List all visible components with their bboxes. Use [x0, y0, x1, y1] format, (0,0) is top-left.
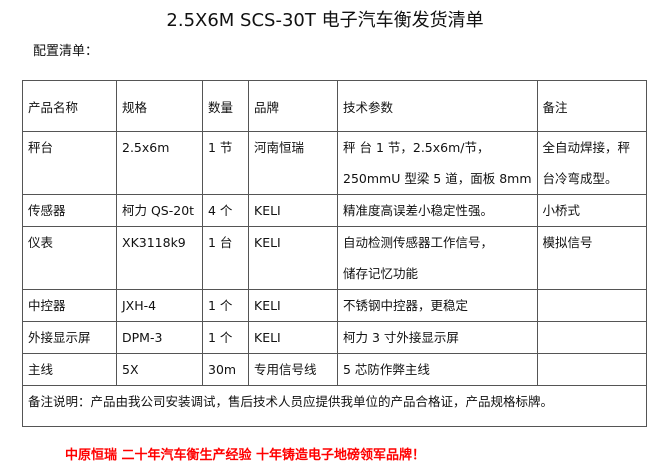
shipping-list-table: 产品名称 规格 数量 品牌 技术参数 备注 秤台 2.5x6m 1 节 河南恒瑞… — [22, 80, 647, 427]
cell: 中控器 — [22, 289, 117, 322]
table-row: 秤台 2.5x6m 1 节 河南恒瑞 秤 台 1 节，2.5x6m/节， 250m… — [22, 131, 647, 195]
cell: 4 个 — [202, 194, 249, 227]
cell: 不锈钢中控器，更稳定 — [337, 289, 538, 322]
cell: 柯力 QS-20t — [116, 194, 203, 227]
cell: KELI — [248, 321, 338, 354]
cell: 小桥式 — [536, 194, 647, 227]
cell: 外接显示屏 — [22, 321, 117, 354]
cell: 专用信号线 — [248, 353, 338, 386]
cell: 秤台 — [22, 131, 117, 195]
header-cell: 数量 — [202, 80, 249, 132]
cell: JXH-4 — [116, 289, 203, 322]
header-cell: 规格 — [116, 80, 203, 132]
cell: 2.5x6m — [116, 131, 203, 195]
cell: 模拟信号 — [536, 226, 647, 290]
cell: 1 节 — [202, 131, 249, 195]
note-cell: 备注说明：产品由我公司安装调试，售后技术人员应提供我单位的产品合格证，产品规格标… — [22, 385, 647, 427]
cell — [536, 289, 647, 322]
config-list-label: 配置清单： — [33, 44, 99, 59]
cell: 河南恒瑞 — [248, 131, 338, 195]
cell: 5 芯防作弊主线 — [337, 353, 538, 386]
cell: 秤 台 1 节，2.5x6m/节， 250mmU 型梁 5 道，面板 8mm — [337, 131, 538, 195]
table-row: 仪表 XK3118k9 1 台 KELI 自动检测传感器工作信号， 储存记忆功能 … — [22, 226, 647, 290]
note-row: 备注说明：产品由我公司安装调试，售后技术人员应提供我单位的产品合格证，产品规格标… — [22, 385, 647, 427]
cell: KELI — [248, 194, 338, 227]
slogan-footer: 中原恒瑞 二十年汽车衡生产经验 十年铸造电子地磅领军品牌！ — [64, 448, 426, 463]
cell — [536, 321, 647, 354]
table-row: 传感器 柯力 QS-20t 4 个 KELI 精准度高误差小稳定性强。 小桥式 — [22, 194, 647, 227]
cell: DPM-3 — [116, 321, 203, 354]
cell: KELI — [248, 289, 338, 322]
table-row: 外接显示屏 DPM-3 1 个 KELI 柯力 3 寸外接显示屏 — [22, 321, 647, 354]
cell: 柯力 3 寸外接显示屏 — [337, 321, 538, 354]
cell: 传感器 — [22, 194, 117, 227]
cell: 自动检测传感器工作信号， 储存记忆功能 — [337, 226, 538, 290]
cell: 精准度高误差小稳定性强。 — [337, 194, 538, 227]
header-cell: 品牌 — [248, 80, 338, 132]
header-cell: 产品名称 — [22, 80, 117, 132]
cell: 1 台 — [202, 226, 249, 290]
cell: 主线 — [22, 353, 117, 386]
cell: 5X — [116, 353, 203, 386]
cell: XK3118k9 — [116, 226, 203, 290]
cell: 1 个 — [202, 321, 249, 354]
cell — [536, 353, 647, 386]
cell: 1 个 — [202, 289, 249, 322]
document-title: 2.5X6M SCS-30T 电子汽车衡发货清单 — [166, 10, 484, 31]
header-cell: 备注 — [536, 80, 647, 132]
cell: 30m — [202, 353, 249, 386]
table-row: 中控器 JXH-4 1 个 KELI 不锈钢中控器，更稳定 — [22, 289, 647, 322]
header-cell: 技术参数 — [337, 80, 538, 132]
cell: KELI — [248, 226, 338, 290]
cell: 全自动焊接，秤 台冷弯成型。 — [536, 131, 647, 195]
table-row: 主线 5X 30m 专用信号线 5 芯防作弊主线 — [22, 353, 647, 386]
cell: 仪表 — [22, 226, 117, 290]
table-header-row: 产品名称 规格 数量 品牌 技术参数 备注 — [22, 80, 647, 132]
